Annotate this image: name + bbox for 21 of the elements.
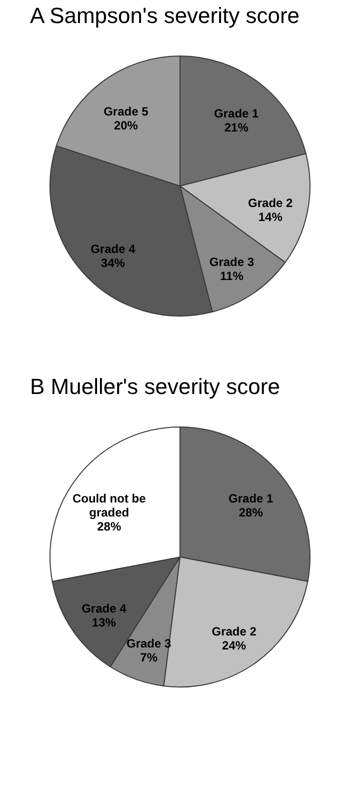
slice-label: Grade 4 xyxy=(82,602,127,616)
data-label: 20% xyxy=(114,118,138,133)
slice-label: Could not be graded xyxy=(72,491,146,520)
data-label: 7% xyxy=(140,650,158,665)
data-label: 28% xyxy=(97,519,122,534)
slice-label: Grade 5 xyxy=(104,104,149,119)
chart-title: A Sampson's severity score xyxy=(30,3,300,28)
data-label: 21% xyxy=(224,120,249,134)
slice-label: Grade 3 xyxy=(209,255,254,270)
data-label: 13% xyxy=(92,616,116,630)
slice-label: Grade 2 xyxy=(212,624,257,638)
data-label: 11% xyxy=(220,269,244,284)
slice-label: Grade 2 xyxy=(248,196,294,210)
slice-label: Grade 1 xyxy=(228,491,274,506)
chart-title: B Mueller's severity score xyxy=(30,374,280,399)
data-label: 34% xyxy=(100,256,126,270)
slice-label: Grade 4 xyxy=(90,242,136,256)
data-label: 14% xyxy=(258,210,283,224)
data-label: 24% xyxy=(222,638,246,652)
slice-label: Grade 1 xyxy=(214,106,260,120)
data-label: 28% xyxy=(238,505,264,520)
